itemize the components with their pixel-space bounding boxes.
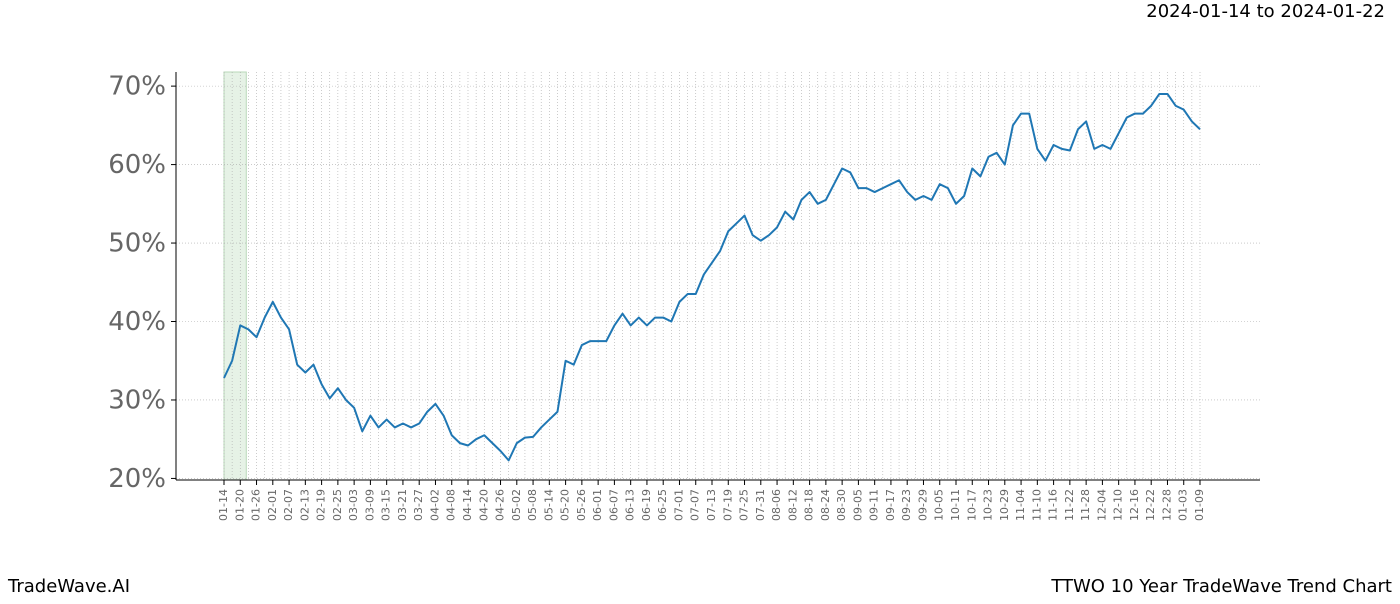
x-tick-label: 07-13: [705, 489, 718, 521]
x-tick-label: 08-12: [786, 489, 799, 521]
x-tick-label: 12-28: [1160, 489, 1173, 521]
x-tick-label: 12-04: [1095, 489, 1108, 521]
x-tick-label: 06-13: [624, 489, 637, 521]
x-tick-label: 12-10: [1112, 489, 1125, 521]
x-tick-label: 03-15: [380, 489, 393, 521]
x-tick-label: 08-24: [819, 489, 832, 521]
x-tick-label: 08-30: [835, 489, 848, 521]
y-tick-label: 30%: [108, 385, 166, 415]
x-tick-label: 06-07: [607, 489, 620, 521]
x-tick-label: 07-07: [689, 489, 702, 521]
y-tick-label: 70%: [108, 72, 166, 102]
x-tick-label: 06-01: [591, 489, 604, 521]
x-tick-label: 08-18: [803, 489, 816, 521]
y-tick-label: 60%: [108, 150, 166, 180]
x-tick-label: 07-19: [721, 489, 734, 521]
x-tick-label: 11-04: [1014, 489, 1027, 521]
x-tick-label: 01-20: [233, 489, 246, 521]
x-tick-label: 11-22: [1063, 489, 1076, 521]
x-tick-label: 05-26: [575, 489, 588, 521]
x-tick-label: 02-25: [331, 489, 344, 521]
x-tick-label: 07-25: [738, 489, 751, 521]
x-tick-label: 05-02: [510, 489, 523, 521]
x-tick-label: 08-06: [770, 489, 783, 521]
chart-subtitle: 2024-01-14 to 2024-01-22: [1146, 1, 1385, 22]
x-tick-label: 12-22: [1144, 489, 1157, 521]
x-tick-label: 06-19: [640, 489, 653, 521]
x-tick-label: 10-17: [965, 489, 978, 521]
x-tick-label: 03-09: [363, 489, 376, 521]
x-tick-label: 09-29: [916, 489, 929, 521]
x-tick-label: 10-23: [982, 489, 995, 521]
x-tick-label: 09-05: [851, 489, 864, 521]
x-tick-label: 07-31: [754, 489, 767, 521]
x-tick-label: 03-21: [396, 489, 409, 521]
highlight-band: [223, 71, 247, 481]
x-tick-label: 02-07: [282, 489, 295, 521]
trend-line: [223, 92, 1201, 462]
x-tick-label: 09-17: [884, 489, 897, 521]
x-tick-label: 05-14: [542, 489, 555, 521]
x-tick-label: 05-08: [526, 489, 539, 521]
y-tick-label: 50%: [108, 229, 166, 259]
x-tick-label: 01-14: [217, 489, 230, 521]
x-tick-label: 01-09: [1193, 489, 1206, 521]
x-tick-label: 11-28: [1079, 489, 1092, 521]
x-tick-label: 10-05: [933, 489, 946, 521]
x-tick-label: 03-03: [347, 489, 360, 521]
x-tick-label: 04-20: [477, 489, 490, 521]
x-tick-label: 11-16: [1047, 489, 1060, 521]
x-tick-label: 03-27: [412, 489, 425, 521]
x-tick-label: 05-20: [559, 489, 572, 521]
x-tick-label: 04-02: [428, 489, 441, 521]
x-tick-label: 04-08: [445, 489, 458, 521]
x-tick-label: 04-14: [461, 489, 474, 521]
chart-title: TTWO 10 Year TradeWave Trend Chart: [1050, 576, 1392, 597]
x-tick-label: 01-03: [1177, 489, 1190, 521]
brand: TradeWave.AI: [7, 576, 130, 597]
x-tick-label: 02-13: [298, 489, 311, 521]
x-tick-label: 01-26: [250, 489, 263, 521]
x-tick-label: 09-11: [868, 489, 881, 521]
x-tick-label: 10-29: [998, 489, 1011, 521]
y-tick-label: 40%: [108, 307, 166, 337]
x-tick-label: 04-26: [494, 489, 507, 521]
y-tick-label: 20%: [108, 464, 166, 494]
x-tick-label: 09-23: [900, 489, 913, 521]
x-tick-label: 02-01: [266, 489, 279, 521]
x-tick-label: 10-11: [949, 489, 962, 521]
x-tick-label: 12-16: [1128, 489, 1141, 521]
x-tick-label: 07-01: [672, 489, 685, 521]
x-tick-label: 06-25: [656, 489, 669, 521]
x-tick-label: 02-19: [315, 489, 328, 521]
x-tick-label: 11-10: [1030, 489, 1043, 521]
